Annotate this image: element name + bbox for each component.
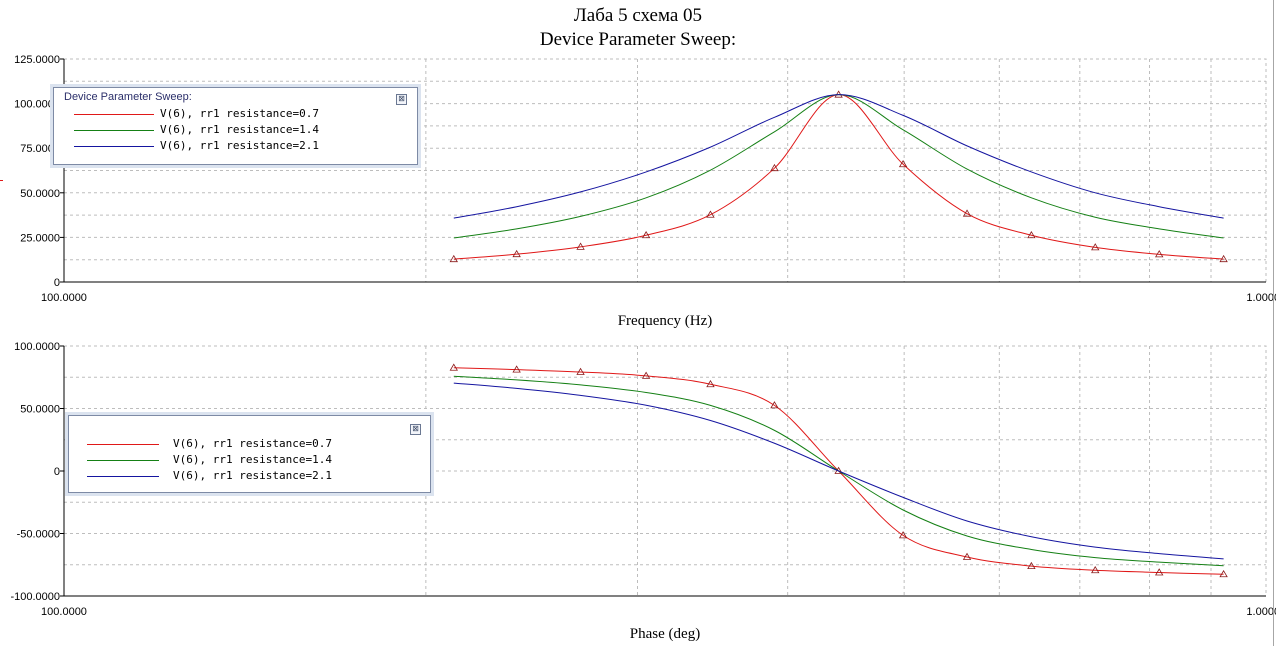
data-point-marker <box>641 371 651 379</box>
page-title: Лаба 5 схема 05 <box>574 5 702 26</box>
legend-item[interactable]: V(6), rr1 resistance=0.7 <box>54 106 417 122</box>
data-point-marker <box>962 209 972 217</box>
legend-swatch <box>87 444 159 445</box>
legend-swatch <box>74 146 154 147</box>
phase-plot: -100.0000 -50.0000 0 50.0000 100.0000 100.000… <box>10 341 1276 642</box>
y-tick-label: 75.0000 <box>20 143 60 155</box>
window-edge <box>1273 0 1274 646</box>
close-icon[interactable]: ⊠ <box>396 94 407 105</box>
legend-label: V(6), rr1 resistance=2.1 <box>160 139 319 152</box>
magnitude-plot: 0 25.0000 50.0000 75.0000 100.0000 125.0000 10… <box>14 54 1276 329</box>
legend-label: V(6), rr1 resistance=1.4 <box>173 453 332 466</box>
y-tick-label: 25.0000 <box>20 232 60 244</box>
legend-item[interactable]: V(6), rr1 resistance=1.4 <box>69 452 430 468</box>
x-tick-label: 1.0000k <box>1246 606 1276 618</box>
series-line <box>453 94 1224 219</box>
legend-item[interactable]: V(6), rr1 resistance=0.7 <box>69 436 430 452</box>
y-tick-label: 100.0000 <box>14 99 60 111</box>
data-point-marker <box>770 163 779 172</box>
data-point-marker <box>1219 254 1228 263</box>
data-point-marker <box>576 242 585 250</box>
series-line <box>453 382 1224 560</box>
x-tick-label: 100.0000 <box>41 606 87 618</box>
cursor-tick <box>0 180 3 181</box>
data-point-marker <box>449 254 458 263</box>
data-point-marker <box>962 552 972 560</box>
legend-swatch <box>74 130 154 131</box>
data-point-marker <box>770 401 779 409</box>
legend-label: V(6), rr1 resistance=2.1 <box>173 469 332 482</box>
y-tick-label: 100.0000 <box>14 341 60 353</box>
x-axis-label: Frequency (Hz) <box>618 313 713 329</box>
legend-item[interactable]: V(6), rr1 resistance=2.1 <box>69 468 430 484</box>
legend-item[interactable]: V(6), rr1 resistance=2.1 <box>54 138 417 154</box>
y-tick-label: 0 <box>54 466 60 478</box>
data-point-marker <box>706 210 715 218</box>
data-point-marker <box>706 379 715 388</box>
legend-item[interactable]: V(6), rr1 resistance=1.4 <box>54 122 417 138</box>
data-point-marker <box>512 249 521 258</box>
data-point-marker <box>1027 230 1036 239</box>
legend-swatch <box>87 460 159 461</box>
data-point-marker <box>834 90 843 98</box>
y-tick-label: -100.0000 <box>10 591 60 603</box>
y-tick-label: 50.0000 <box>20 188 60 200</box>
legend-header[interactable]: Device Parameter Sweep: ⊠ <box>54 88 417 106</box>
legend-label: V(6), rr1 resistance=1.4 <box>160 123 319 136</box>
data-point-marker <box>1155 568 1164 576</box>
x-tick-label: 100.0000 <box>41 292 87 304</box>
series-line <box>453 94 1224 260</box>
y-tick-label: 0 <box>54 277 60 289</box>
y-tick-label: 125.0000 <box>14 54 60 66</box>
legend-phase[interactable]: ⊠ V(6), rr1 resistance=0.7 V(6), rr1 res… <box>68 415 431 493</box>
page-subtitle: Device Parameter Sweep: <box>540 29 736 50</box>
legend-swatch <box>74 114 154 115</box>
data-point-marker <box>898 531 908 539</box>
y-tick-label: 50.0000 <box>20 404 60 416</box>
data-point-marker <box>1091 565 1100 574</box>
legend-header[interactable]: ⊠ <box>69 416 430 435</box>
legend-swatch <box>87 476 159 477</box>
legend-label: V(6), rr1 resistance=0.7 <box>160 107 319 120</box>
close-icon[interactable]: ⊠ <box>410 424 421 435</box>
data-point-marker <box>1155 250 1164 258</box>
data-point-marker <box>449 363 458 371</box>
data-point-marker <box>898 159 908 168</box>
x-tick-label: 1.0000k <box>1246 292 1276 304</box>
legend-label: V(6), rr1 resistance=0.7 <box>173 437 332 450</box>
data-point-marker <box>512 365 521 373</box>
legend-magnitude[interactable]: Device Parameter Sweep: ⊠ V(6), rr1 resi… <box>53 87 418 165</box>
y-tick-label: -50.0000 <box>17 529 60 541</box>
legend-title: Device Parameter Sweep: <box>64 91 192 103</box>
data-point-marker <box>576 367 585 375</box>
data-point-marker <box>1219 569 1228 578</box>
data-point-marker <box>1027 561 1036 570</box>
data-point-marker <box>1091 243 1100 251</box>
x-axis-label: Phase (deg) <box>630 626 700 642</box>
series-line <box>453 94 1224 239</box>
data-point-marker <box>641 230 651 239</box>
